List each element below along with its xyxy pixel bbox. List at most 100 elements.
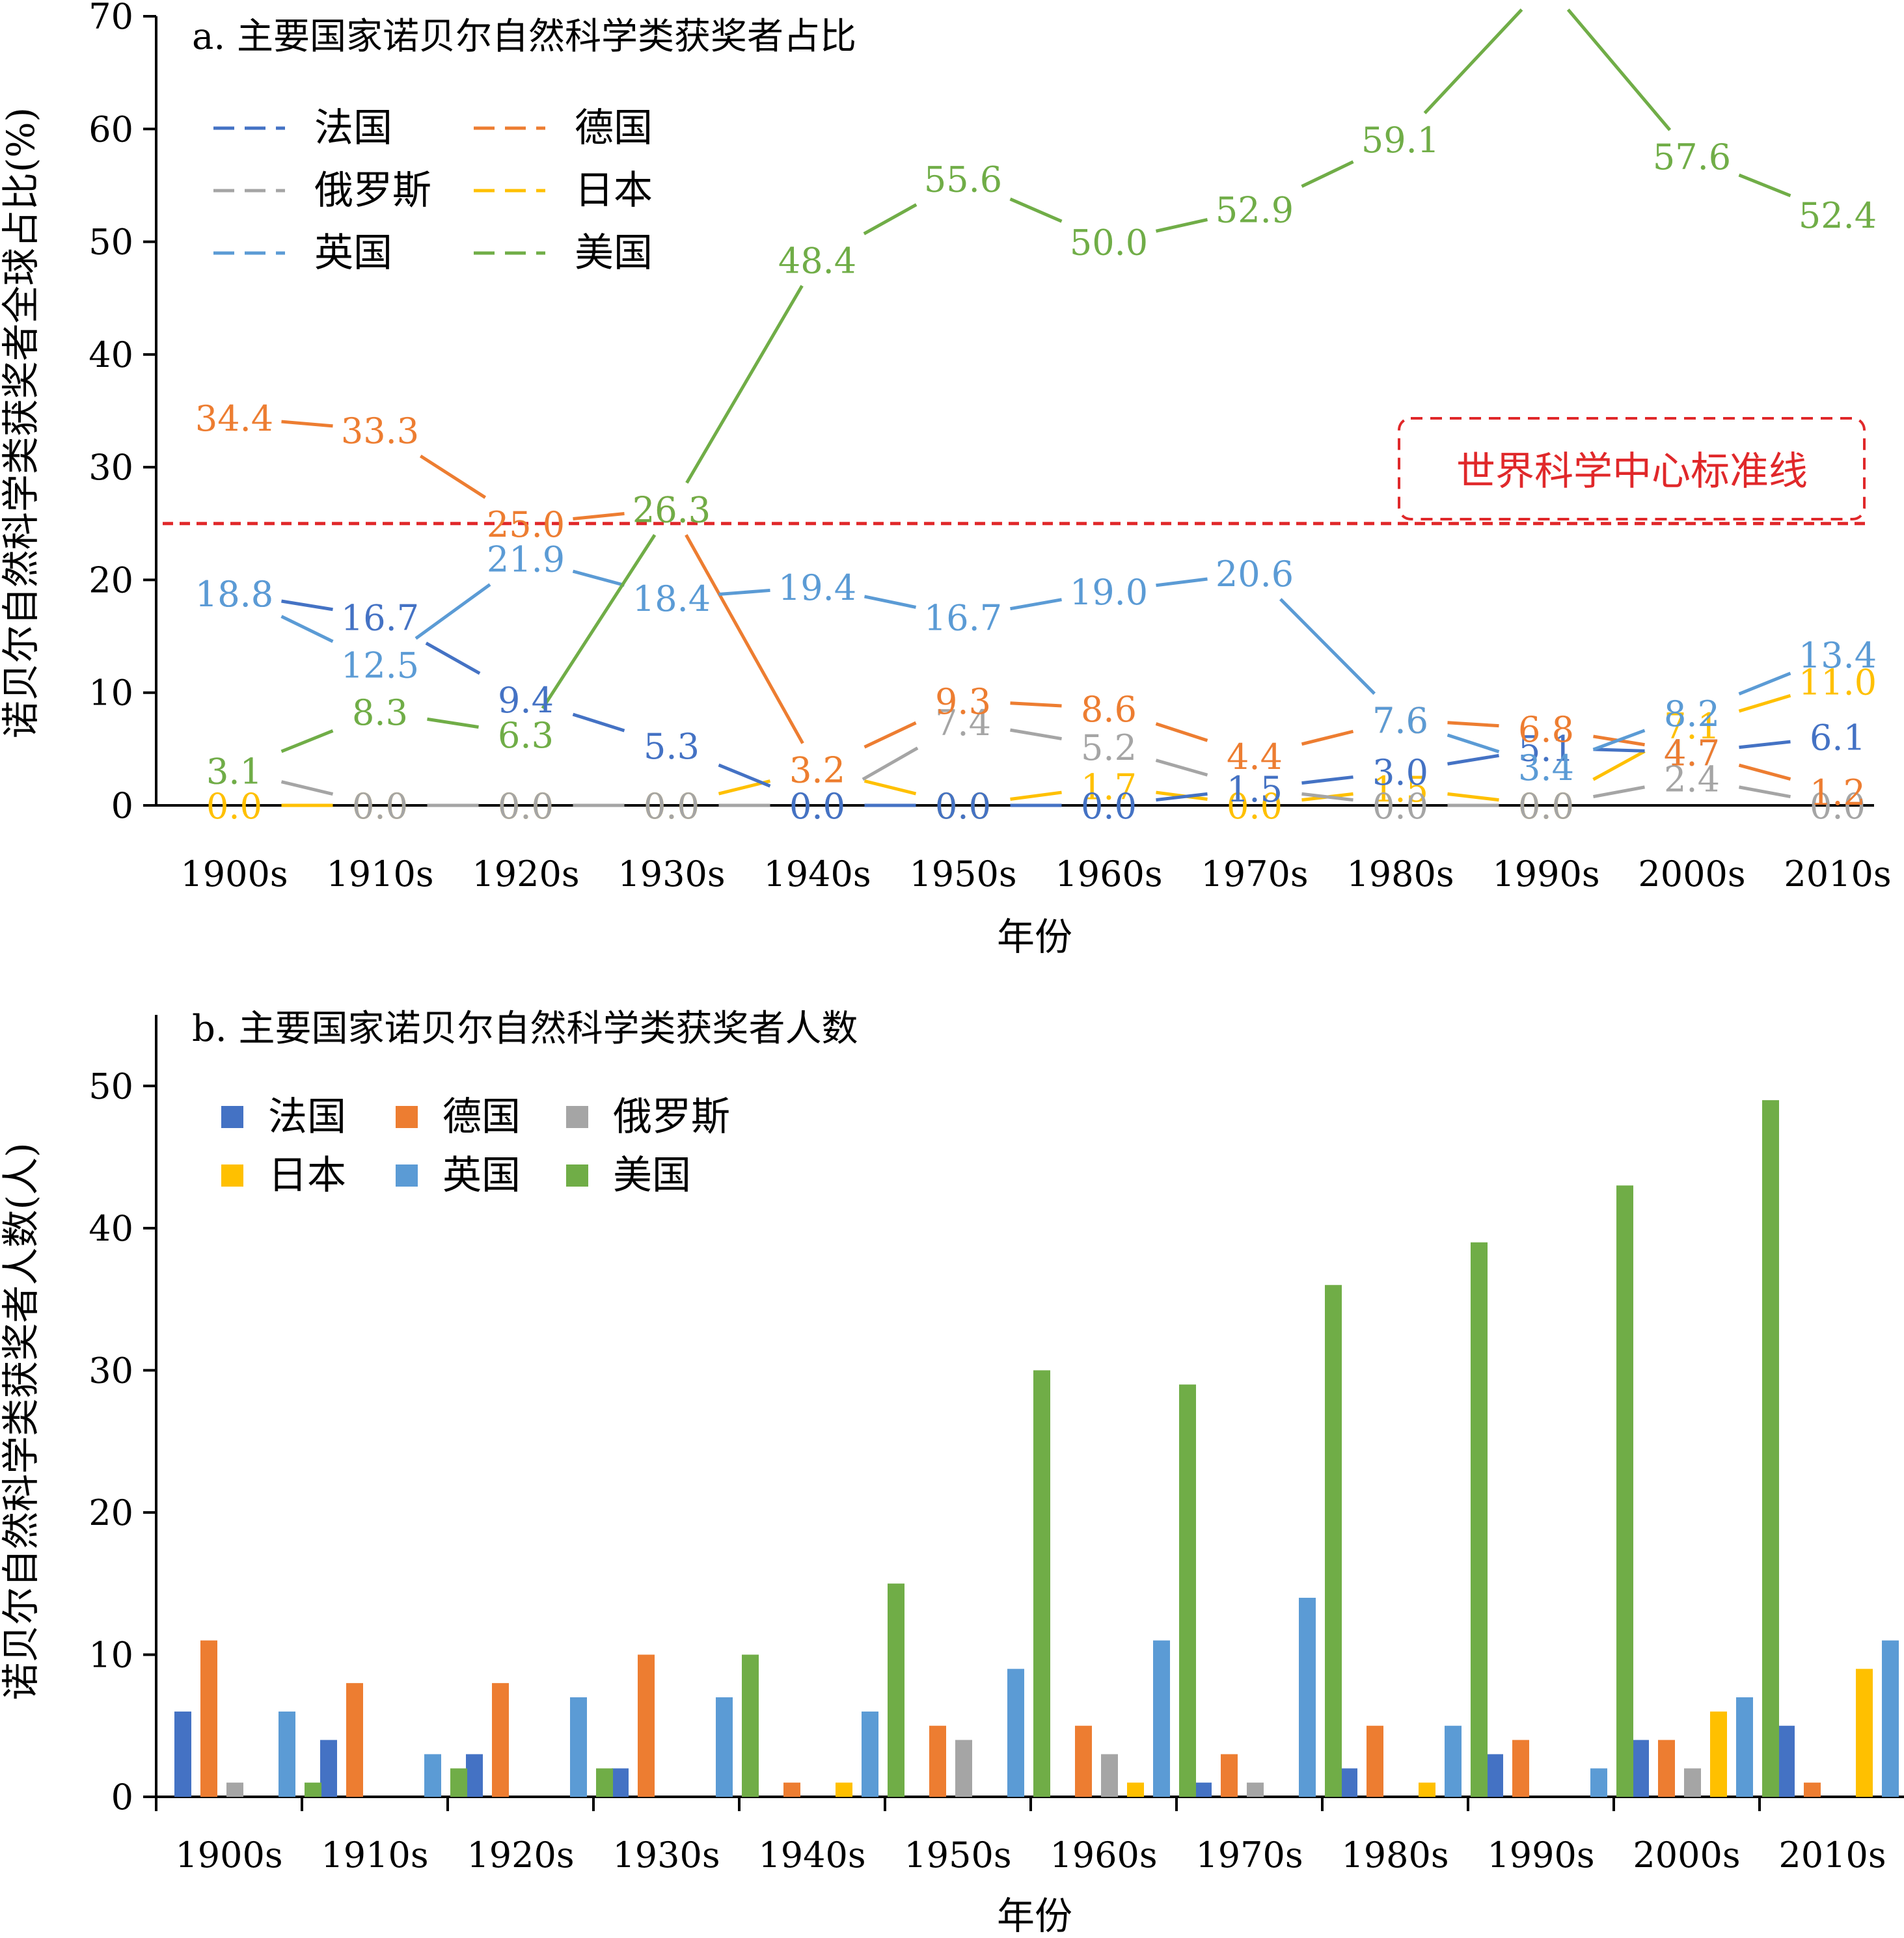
- bar-美国-2000s: [1762, 1100, 1779, 1797]
- bar-德国-1960s: [1075, 1725, 1092, 1797]
- data-label-英国-1960s: 19.0: [1070, 572, 1148, 613]
- line-segment: [1447, 721, 1499, 728]
- legend-label-俄罗斯: 俄罗斯: [314, 168, 431, 213]
- y-tick-label: 0: [111, 785, 133, 826]
- data-label-英国-1910s: 12.5: [341, 645, 419, 686]
- data-label-英国-1950s: 16.7: [924, 598, 1002, 639]
- bar-美国-1940s: [888, 1583, 904, 1797]
- data-label-法国-1940s: 0.0: [789, 786, 845, 827]
- legend-swatch-美国: [566, 1164, 588, 1187]
- bar-英国-1950s: [1007, 1669, 1024, 1797]
- bar-英国-1920s: [570, 1697, 587, 1797]
- bar-series-德国: [200, 1640, 1821, 1797]
- line-segment: [863, 203, 918, 236]
- y-tick-label: 10: [88, 1634, 133, 1675]
- bar-英国-1910s: [424, 1754, 441, 1797]
- x-tick-label-1980s: 1980s: [1346, 854, 1454, 895]
- data-label-日本-1980s: 1.5: [1372, 769, 1428, 810]
- panel-b-bar-chart: b. 主要国家诺贝尔自然科学类获奖者人数 诺贝尔自然科学类获奖者人数(人) 年份…: [0, 1008, 1904, 1938]
- y-tick-label: 10: [88, 673, 133, 714]
- panel-a-title: a. 主要国家诺贝尔自然科学类获奖者占比: [192, 16, 856, 58]
- data-label-美国-1980s: 59.1: [1361, 120, 1439, 161]
- panel-a-x-axis-label: 年份: [997, 915, 1072, 959]
- bar-俄罗斯-2000s: [1684, 1768, 1701, 1797]
- bar-英国-1980s: [1445, 1725, 1462, 1797]
- line-segment: [1447, 792, 1499, 802]
- line-segment: [415, 583, 491, 640]
- line-segment: [864, 779, 917, 796]
- y-tick-label: 30: [88, 1350, 133, 1391]
- data-label-德国-1920s: 25.0: [487, 504, 565, 545]
- bar-英国-1970s: [1299, 1598, 1316, 1797]
- bar-英国-2010s: [1882, 1640, 1899, 1797]
- y-tick-label: 60: [88, 109, 133, 150]
- data-label-日本-2010s: 11.0: [1799, 662, 1877, 703]
- bar-法国-1900s: [174, 1711, 191, 1797]
- line-segment: [685, 534, 804, 744]
- bar-美国-1960s: [1179, 1384, 1196, 1797]
- legend-swatch-日本: [221, 1164, 243, 1187]
- line-segment: [1301, 775, 1353, 785]
- data-label-俄罗斯-2010s: 0.0: [1810, 786, 1866, 827]
- data-label-法国-1900s: 18.8: [195, 574, 273, 615]
- series-line-英国: [280, 569, 1791, 753]
- line-segment: [573, 512, 625, 520]
- x-tick-label-2010s: 2010s: [1778, 1835, 1886, 1876]
- bar-德国-1990s: [1512, 1740, 1529, 1797]
- line-segment: [1155, 722, 1208, 742]
- data-label-俄罗斯-1930s: 0.0: [644, 786, 700, 827]
- data-label-日本-1900s: 0.0: [206, 786, 262, 827]
- line-segment: [685, 285, 804, 484]
- legend-swatch-法国: [221, 1106, 243, 1128]
- data-label-俄罗斯-2000s: 2.4: [1664, 759, 1720, 800]
- data-label-法国-1990s: 5.1: [1518, 729, 1574, 770]
- data-label-日本-1950s: 0.0: [935, 786, 991, 827]
- line-segment: [864, 595, 917, 609]
- panel-a-axes: 0 10 20 30 40 50 60 70 1900s 1910s 1920s 1930s 1940s…: [88, 0, 1891, 895]
- line-segment: [718, 588, 770, 597]
- data-label-德国-1990s: 6.8: [1518, 709, 1574, 750]
- bar-德国-1900s: [200, 1640, 217, 1797]
- panel-b-x-axis-label: 年份: [997, 1894, 1072, 1938]
- legend-label-美国: 美国: [613, 1153, 691, 1198]
- bar-美国-1980s: [1471, 1242, 1488, 1797]
- data-label-日本-2000s: 7.1: [1664, 706, 1720, 747]
- line-segment: [1155, 759, 1208, 777]
- line-segment: [1592, 729, 1646, 751]
- y-tick-label: 20: [88, 1492, 133, 1533]
- x-tick-label-1940s: 1940s: [758, 1835, 865, 1876]
- data-label-日本-1940s: 3.2: [789, 750, 845, 791]
- data-label-日本-1920s: 0.0: [498, 786, 554, 827]
- legend-label-俄罗斯: 俄罗斯: [613, 1094, 730, 1140]
- line-segment: [1301, 729, 1354, 746]
- bar-德国-1910s: [346, 1683, 363, 1797]
- data-label-英国-2000s: 8.2: [1664, 693, 1720, 734]
- x-tick-label-1900s: 1900s: [175, 1835, 282, 1876]
- line-segment: [425, 641, 481, 675]
- line-segment: [572, 569, 625, 587]
- x-tick-label-2000s: 2000s: [1633, 1835, 1740, 1876]
- y-tick-label: 40: [88, 334, 133, 375]
- panel-a-y-axis-label: 诺贝尔自然科学类获奖者全球占比(%): [0, 107, 43, 738]
- data-label-美国-1910s: 8.3: [352, 692, 408, 733]
- data-label-英国-1980s: 7.6: [1372, 700, 1428, 741]
- line-segment: [280, 615, 334, 643]
- bar-法国-1980s: [1340, 1768, 1357, 1797]
- reference-label-box: [1398, 417, 1866, 520]
- bar-英国-1900s: [279, 1711, 295, 1797]
- data-label-德国-2000s: 4.7: [1664, 733, 1720, 774]
- x-tick-label-1990s: 1990s: [1487, 1835, 1594, 1876]
- data-label-德国-1930s: 26.3: [632, 489, 711, 530]
- data-label-日本-1910s: 0.0: [352, 786, 408, 827]
- data-label-德国-1960s: 8.6: [1081, 689, 1137, 730]
- line-segment: [862, 746, 919, 781]
- x-tick-label-1970s: 1970s: [1195, 1835, 1303, 1876]
- line-segment: [1156, 577, 1208, 587]
- line-segment: [1156, 792, 1208, 802]
- line-segment: [419, 454, 487, 499]
- bar-日本-2010s: [1856, 1669, 1873, 1797]
- series-line-俄罗斯: [280, 728, 1791, 807]
- panel-a-data-labels: 0.0 0.0 0.0 0.03.20.0 1.7 0.0 1.5 0.07.111.03.1…: [195, 0, 1877, 827]
- data-label-法国-2010s: 6.1: [1810, 717, 1866, 758]
